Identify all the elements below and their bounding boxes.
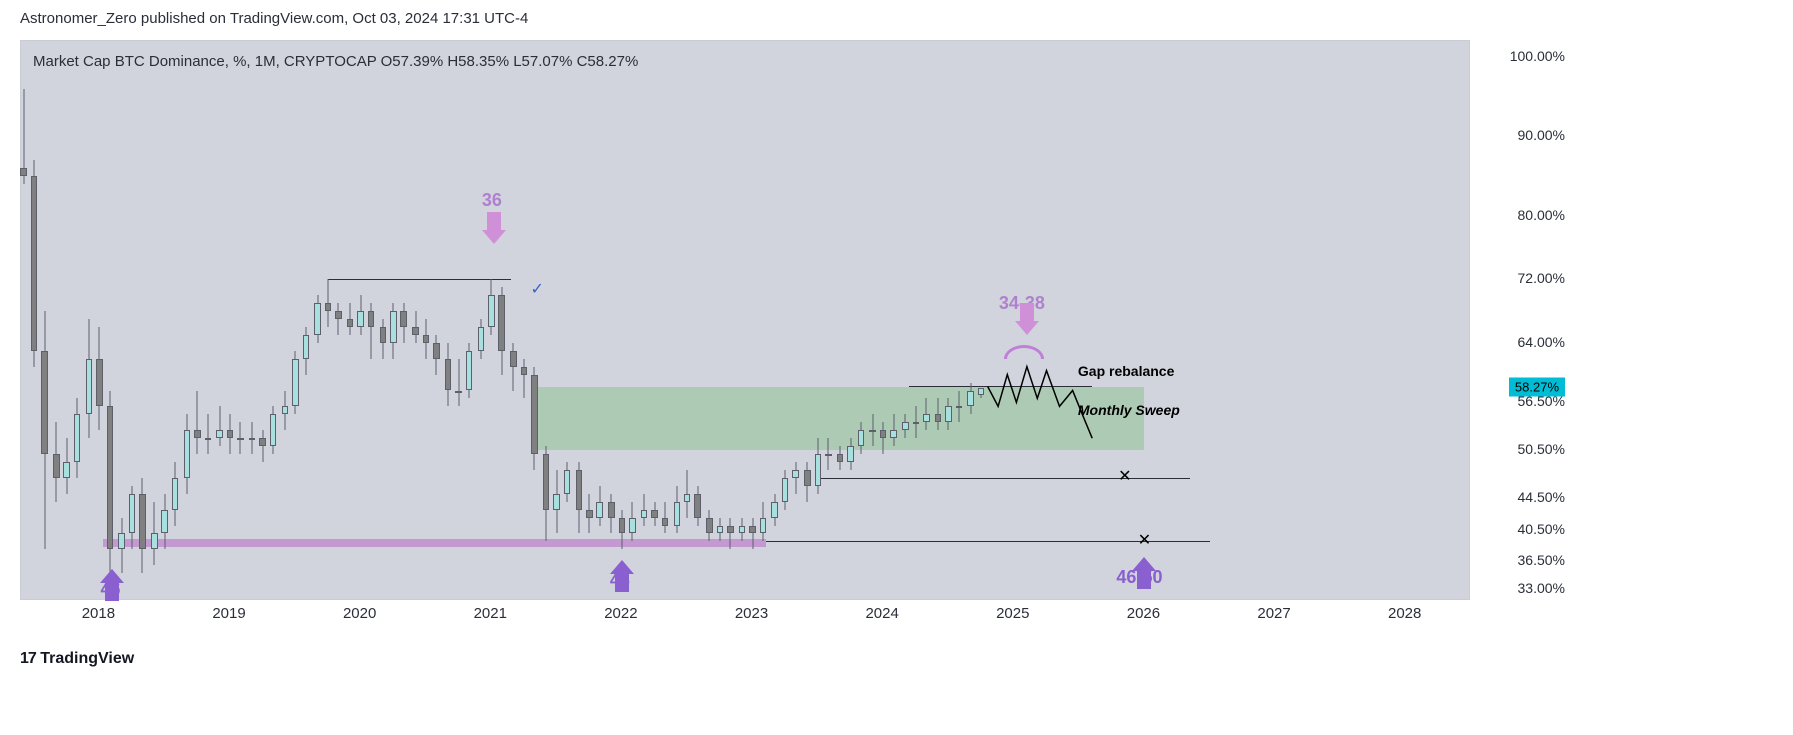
x-axis-label: 2023	[735, 605, 768, 622]
tradingview-logo-icon: 17	[20, 650, 36, 667]
y-axis-label: 40.50%	[1518, 521, 1565, 537]
y-axis-label: 72.00%	[1518, 270, 1565, 286]
x-axis-label: 2024	[865, 605, 898, 622]
y-axis-label: 44.50%	[1518, 489, 1565, 505]
arrow-up-icon	[610, 560, 634, 592]
brand-text: TradingView	[40, 650, 134, 667]
x-axis-label: 2022	[604, 605, 637, 622]
arrow-down-icon	[482, 212, 506, 244]
y-axis-label: 33.00%	[1518, 580, 1565, 596]
checkmark-icon: ✓	[530, 279, 543, 299]
x-mark-icon: ✕	[1138, 530, 1151, 550]
publish-header: Astronomer_Zero published on TradingView…	[20, 10, 528, 27]
text-annotation: Monthly Sweep	[1078, 402, 1180, 418]
y-axis-label: 90.00%	[1518, 127, 1565, 143]
x-axis-label: 2021	[474, 605, 507, 622]
y-axis: 100.00%90.00%80.00%72.00%64.00%58.27%56.…	[1475, 40, 1565, 600]
arrow-up-icon	[1132, 557, 1156, 589]
symbol-info-line: Market Cap BTC Dominance, %, 1M, CRYPTOC…	[33, 53, 638, 70]
y-axis-label: 64.00%	[1518, 334, 1565, 350]
arrow-down-icon	[1015, 303, 1039, 335]
y-axis-label: 100.00%	[1510, 48, 1565, 64]
footer-brand: 17 TradingView	[20, 650, 134, 668]
x-axis: 2018 2019 2020 2021 2022 2023 2024 2025 2026 2027…	[20, 605, 1470, 635]
arrow-up-icon	[100, 569, 124, 601]
y-axis-label: 80.00%	[1518, 207, 1565, 223]
y-axis-label: 36.50%	[1518, 552, 1565, 568]
x-axis-label: 2018	[82, 605, 115, 622]
projection-path	[21, 41, 1471, 601]
x-mark-icon: ✕	[1118, 466, 1131, 486]
text-annotation: Gap rebalance	[1078, 363, 1175, 379]
y-axis-label: 56.50%	[1518, 393, 1565, 409]
annotation-label: 36	[482, 190, 502, 211]
x-axis-label: 2025	[996, 605, 1029, 622]
y-axis-label: 50.50%	[1518, 441, 1565, 457]
x-axis-label: 2019	[212, 605, 245, 622]
x-axis-label: 2026	[1127, 605, 1160, 622]
x-axis-label: 2027	[1257, 605, 1290, 622]
chart-area[interactable]: Market Cap BTC Dominance, %, 1M, CRYPTOC…	[20, 40, 1470, 600]
x-axis-label: 2020	[343, 605, 376, 622]
x-axis-label: 2028	[1388, 605, 1421, 622]
